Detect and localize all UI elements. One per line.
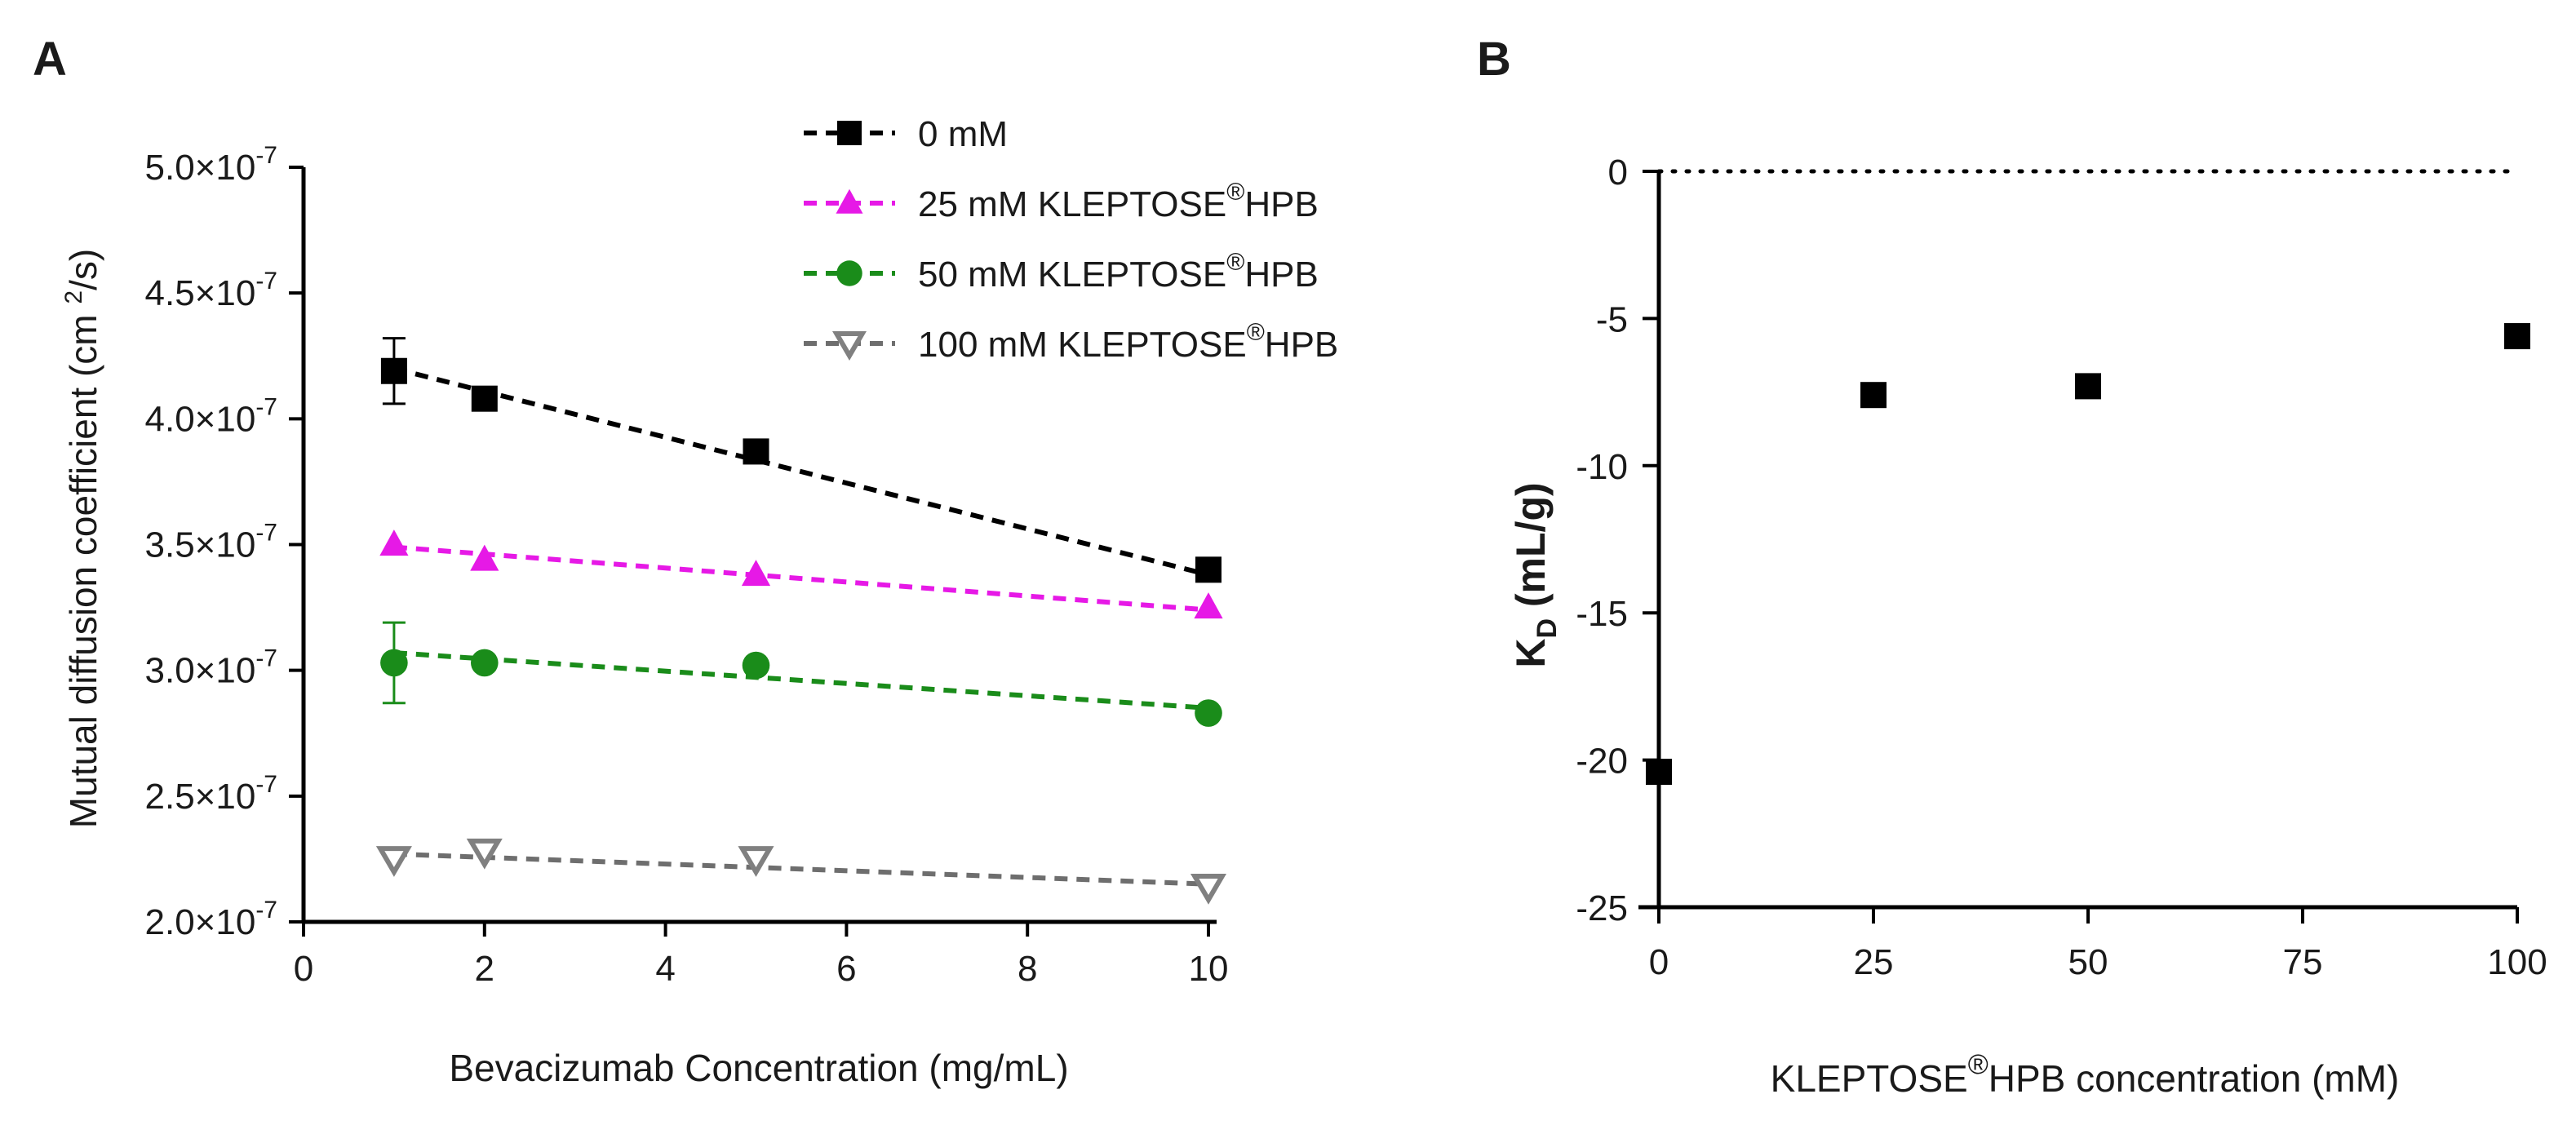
panel-a-x-tick-label: 6 xyxy=(836,949,856,989)
panel-a-legend-label: 50 mM KLEPTOSE®HPB xyxy=(918,249,1319,295)
panel-a-y-axis-title-sup: 2 xyxy=(60,290,87,304)
panel-b-series xyxy=(1646,323,2530,786)
panel-a-data-point xyxy=(738,846,774,877)
panel-b-y-tick-label: -10 xyxy=(1576,447,1628,487)
panel-a-series-3 xyxy=(375,838,1227,905)
panel-a-x-tick-label: 4 xyxy=(655,949,675,989)
panel-a-data-point xyxy=(470,544,499,571)
panel-a-y-tick-label: 3.5×10-7 xyxy=(145,520,278,565)
panel-a-fit-line xyxy=(393,544,1209,613)
panel-b-y-tick-label: 0 xyxy=(1608,153,1628,193)
panel-a-data-point xyxy=(375,846,412,877)
panel-a-x-tick-label: 2 xyxy=(475,949,494,989)
panel-a-legend-marker xyxy=(837,121,862,145)
panel-b-x-tick-label: 75 xyxy=(2283,942,2323,982)
panel-a-y-tick-label: 5.0×10-7 xyxy=(145,142,278,188)
panel-b-y-tick-label: -5 xyxy=(1596,299,1628,339)
panel-a-legend: 0 mM 25 mM KLEPTOSE®HPB 50 mM KLEPTOSE®HPB… xyxy=(804,114,1338,365)
panel-a-data-point xyxy=(1195,556,1221,583)
panel-a-y-tick-label: 2.0×10-7 xyxy=(145,897,278,942)
panel-b-y-axis-title-suffix: (mL/g) xyxy=(1508,482,1554,618)
panel-label-a: A xyxy=(33,33,67,86)
panel-a-ticks: 0 2 4 6 8 10 2.0×10-7 2.5×10-7 3.0×10-7 3.5×10-7 4… xyxy=(145,142,1229,989)
panel-b-ticks: 0 25 50 75 100 0 -5 -10 -15 -20 -25 xyxy=(1576,153,2547,982)
panel-b-y-axis-title-main: K xyxy=(1508,639,1554,668)
panel-a-data-point xyxy=(471,649,499,677)
panel-a-series xyxy=(375,337,1227,905)
panel-a-legend-item: 25 mM KLEPTOSE®HPB xyxy=(804,179,1319,224)
panel-b-x-tick-label: 0 xyxy=(1649,942,1669,982)
panel-a-data-point xyxy=(1195,699,1222,727)
panel-a-legend-item: 100 mM KLEPTOSE®HPB xyxy=(804,319,1338,365)
panel-a-series-1 xyxy=(379,529,1223,619)
panel-a-x-tick-label: 10 xyxy=(1189,949,1229,989)
panel-a-legend-item: 50 mM KLEPTOSE®HPB xyxy=(804,249,1319,295)
panel-b-x-axis-title-suffix: HPB concentration (mM) xyxy=(1989,1057,2400,1100)
panel-b-data-point xyxy=(2075,373,2101,400)
panel-a-y-tick-label: 3.0×10-7 xyxy=(145,645,278,691)
panel-label-b: B xyxy=(1477,33,1511,86)
panel-a-data-point xyxy=(1190,874,1227,905)
panel-b-x-axis-title-sup: ® xyxy=(1968,1049,1989,1080)
panel-b-x-tick-label: 25 xyxy=(1854,942,1894,982)
panel-b-y-axis-title-sub: D xyxy=(1532,618,1563,639)
panel-a-fit-line xyxy=(393,650,1209,711)
panel-a-x-axis-title: Bevacizumab Concentration (mg/mL) xyxy=(449,1047,1068,1089)
panel-a-y-tick-label: 4.0×10-7 xyxy=(145,393,278,439)
panel-b-y-tick-label: -25 xyxy=(1576,888,1628,928)
panel-b-y-tick-label: -20 xyxy=(1576,742,1628,782)
panel-a-legend-marker xyxy=(836,260,862,286)
panel-a-chart: 0 2 4 6 8 10 2.0×10-7 2.5×10-7 3.0×10-7 3.5×10-7 4… xyxy=(60,114,1338,1089)
panel-a-x-tick-label: 8 xyxy=(1018,949,1037,989)
panel-a-data-point xyxy=(466,838,503,870)
panel-a-data-point xyxy=(380,357,407,384)
panel-a-legend-marker xyxy=(836,188,863,214)
panel-a-data-point xyxy=(379,529,409,556)
panel-a-legend-item: 0 mM xyxy=(804,114,1008,154)
panel-a-data-point xyxy=(741,560,771,587)
panel-a-legend-label: 25 mM KLEPTOSE®HPB xyxy=(918,179,1319,224)
panel-a-fit-line xyxy=(393,851,1209,887)
panel-b-chart: 0 25 50 75 100 0 -5 -10 -15 -20 -25 KLEPTOSE®HPB c… xyxy=(1508,153,2547,1100)
panel-a-data-point xyxy=(380,649,408,677)
panel-a-legend-label: 0 mM xyxy=(918,114,1008,154)
panel-b-x-tick-label: 100 xyxy=(2487,942,2547,982)
panel-a-series-2 xyxy=(380,621,1222,727)
panel-a-legend-label: 100 mM KLEPTOSE®HPB xyxy=(918,319,1338,365)
panel-a-y-axis-title-main: Mutual diffusion coefficient (cm xyxy=(62,314,104,828)
panel-a-y-tick-label: 2.5×10-7 xyxy=(145,771,278,817)
panel-b-y-tick-label: -15 xyxy=(1576,594,1628,634)
panel-a-fit-line xyxy=(393,365,1209,578)
panel-b-y-axis-title: KD (mL/g) xyxy=(1508,482,1563,667)
panel-a-y-tick-label: 4.5×10-7 xyxy=(145,268,278,313)
panel-a-data-point xyxy=(742,651,770,680)
panel-a-legend-marker xyxy=(832,331,867,361)
panel-b-x-tick-label: 50 xyxy=(2068,942,2108,982)
panel-b-x-axis-title: KLEPTOSE®HPB concentration (mM) xyxy=(1771,1049,2400,1100)
panel-a-data-point xyxy=(1194,592,1223,619)
panel-a-x-tick-label: 0 xyxy=(294,949,313,989)
panel-b-data-point xyxy=(1860,382,1887,409)
panel-a-data-point xyxy=(471,385,498,412)
panel-b-x-axis-title-main: KLEPTOSE xyxy=(1771,1057,1968,1100)
panel-a-y-axis-title: Mutual diffusion coefficient (cm 2/s) xyxy=(60,249,104,828)
panel-a-data-point xyxy=(743,438,769,465)
panel-b-data-point xyxy=(2504,323,2530,350)
panel-a-series-0 xyxy=(380,337,1221,583)
panel-b-data-point xyxy=(1646,759,1672,786)
panel-a-y-axis-title-end: /s) xyxy=(62,249,104,290)
